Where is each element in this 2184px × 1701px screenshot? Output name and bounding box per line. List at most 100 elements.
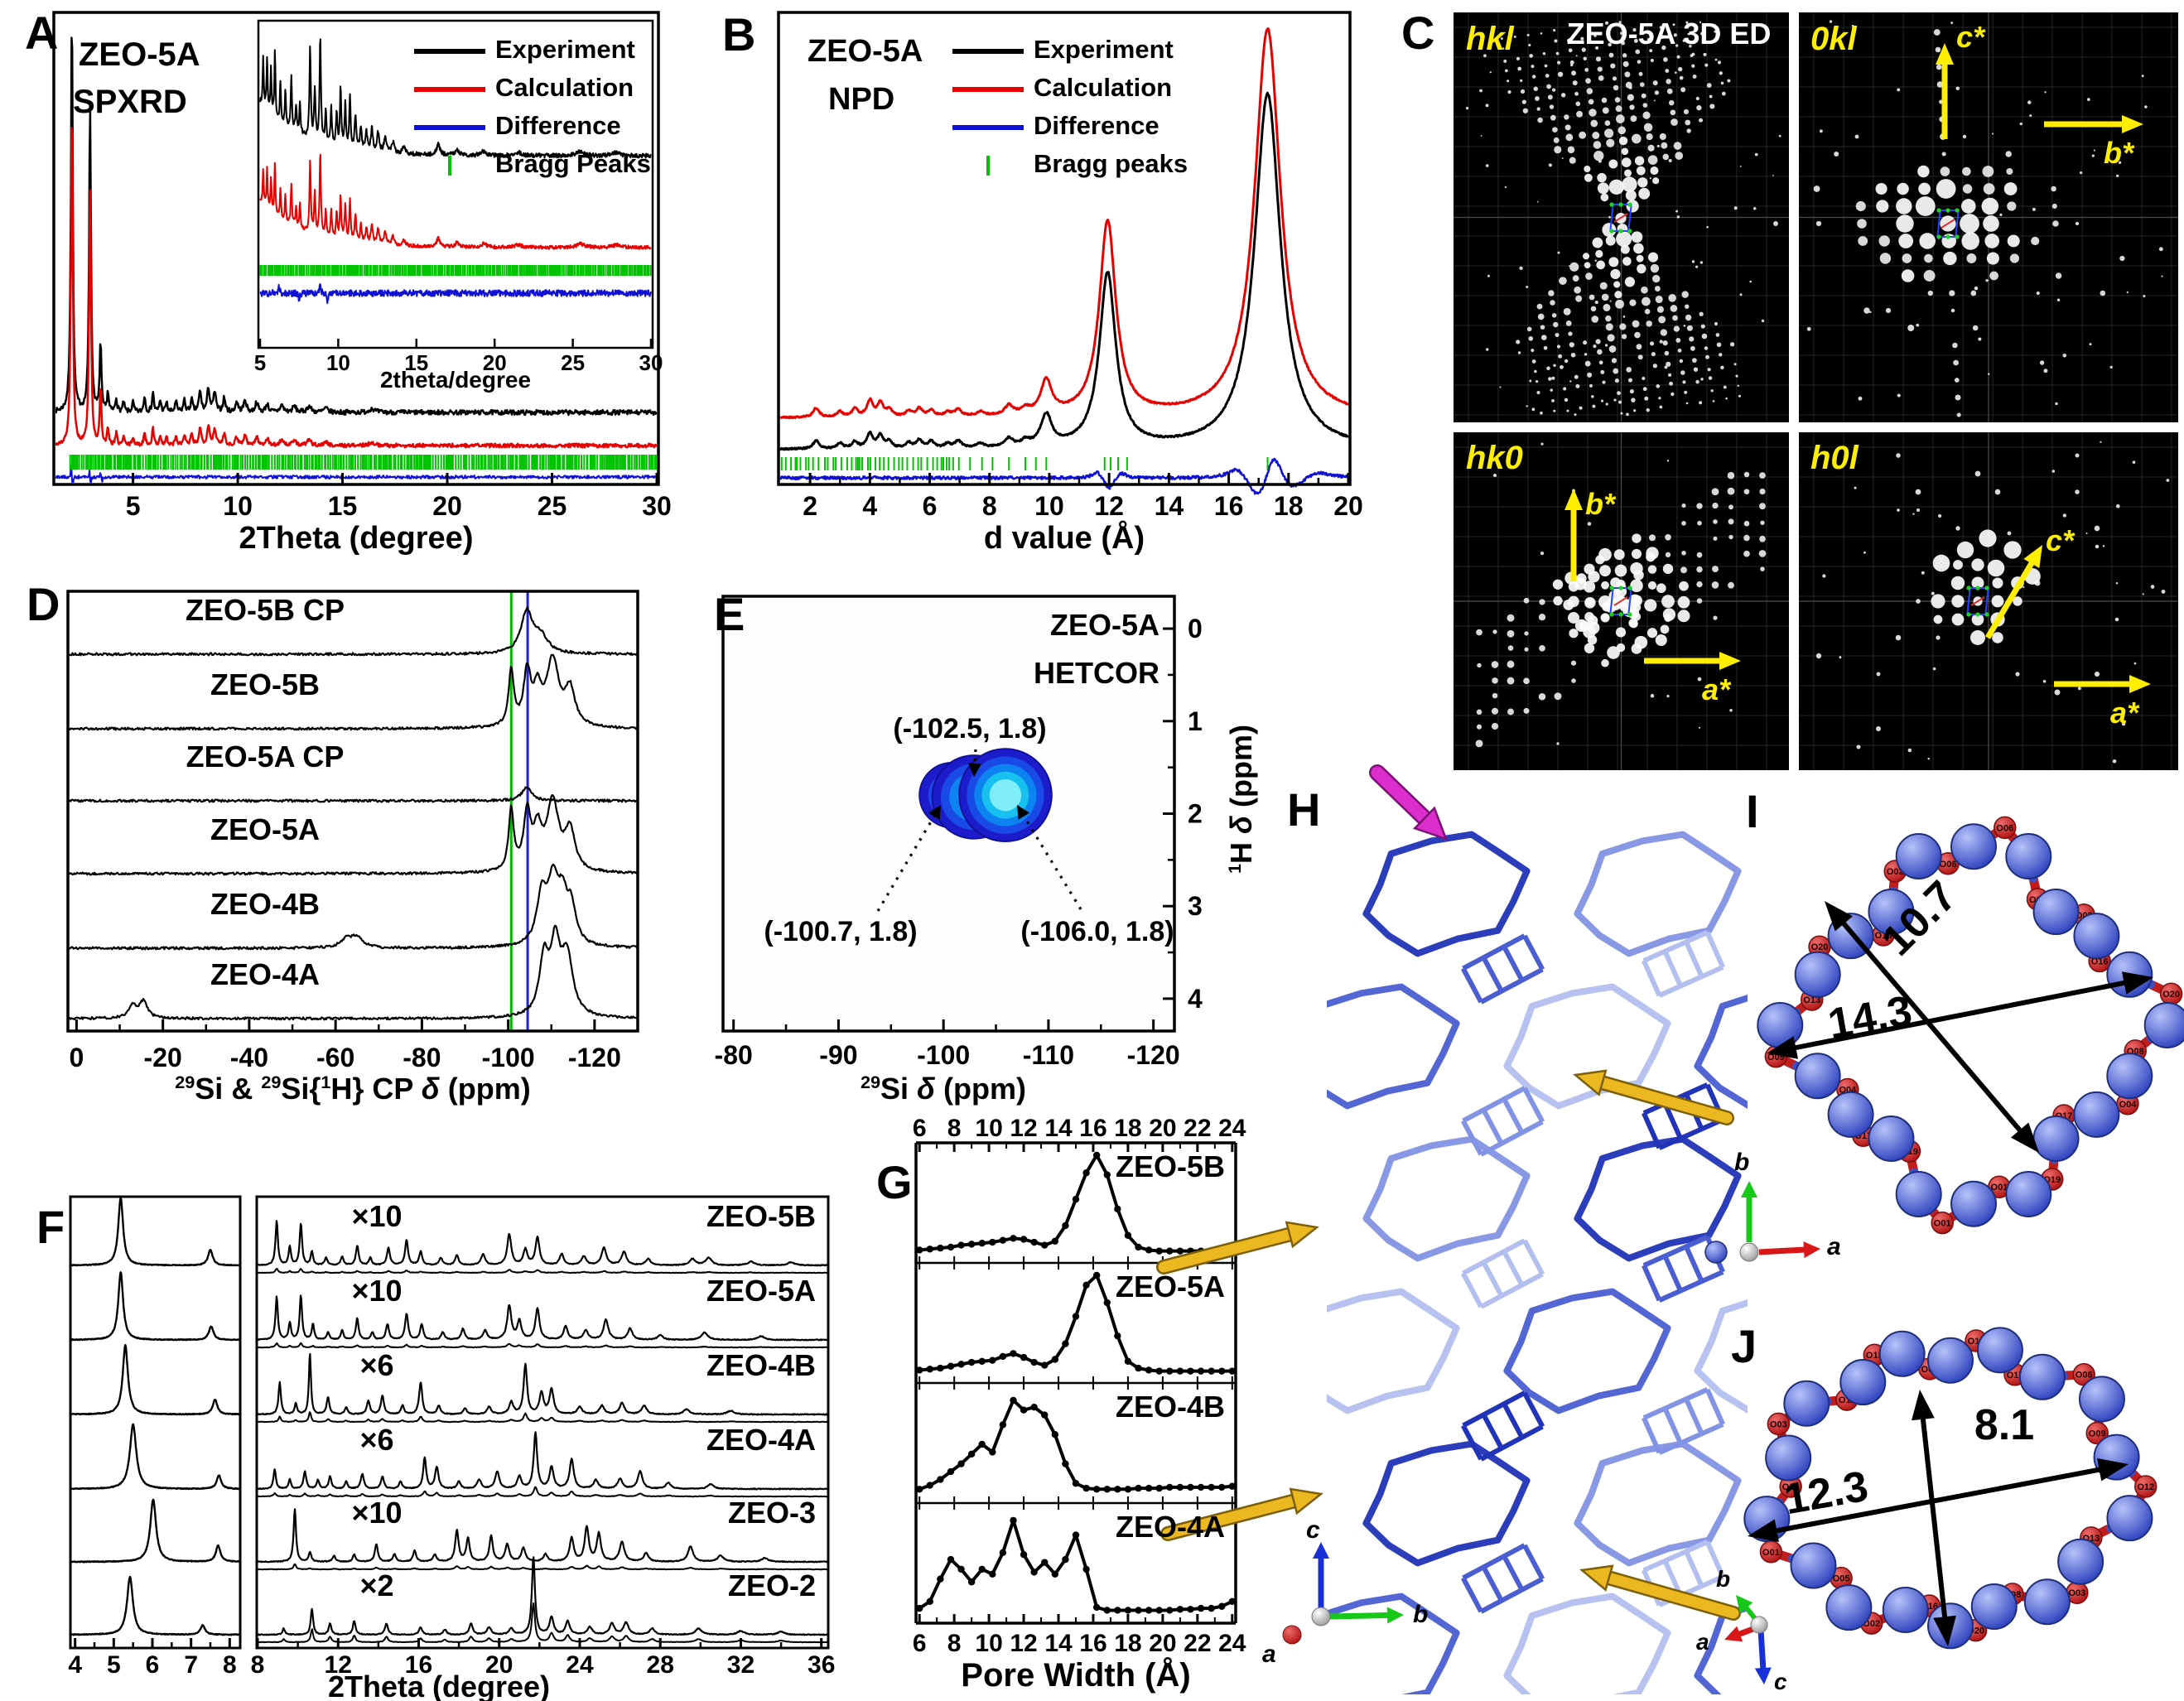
svg-text:-80: -80 [715,1040,753,1070]
name-zeo4a: ZEO-4A [706,1423,816,1457]
legend-b-bragg: Bragg peaks [1034,149,1188,178]
svg-text:25: 25 [561,350,585,375]
svg-text:36: 36 [808,1651,835,1679]
svg-text:22: 22 [1184,1115,1211,1142]
panel-e-sample-name: ZEO-5A [1049,608,1159,642]
svg-text:32: 32 [727,1651,755,1679]
legend-a-calculation: Calculation [495,73,634,102]
panel-a-letter: A [25,7,59,59]
trace-label-zeo4a: ZEO-4A [210,957,320,991]
svg-text:0: 0 [70,1043,84,1072]
svg-text:8: 8 [947,1630,962,1657]
mult-zeo2: ×2 [359,1568,394,1602]
svg-text:8: 8 [982,491,997,521]
axis-astar-h0l-label: a* [2110,696,2139,730]
panel-e-xaxis-title: 29Si δ (ppm) [861,1072,1026,1106]
svg-text:-20: -20 [144,1043,182,1072]
svg-text:O06: O06 [1996,823,2013,833]
svg-text:O06: O06 [2076,1371,2093,1381]
svg-text:24: 24 [566,1651,594,1679]
g-label-zeo4b: ZEO-4B [1115,1390,1225,1424]
svg-text:O20: O20 [2162,990,2180,1000]
panel-b-sample-name: ZEO-5A [808,34,923,69]
svg-text:O13: O13 [1803,995,1820,1005]
svg-text:2: 2 [803,491,817,521]
svg-text:O01: O01 [1762,1548,1780,1558]
panel-g-xaxis-title: Pore Width (Å) [961,1657,1191,1694]
svg-text:5: 5 [126,491,141,521]
svg-text:-40: -40 [230,1043,268,1072]
svg-text:15: 15 [328,491,358,521]
g-label-zeo5a: ZEO-5A [1115,1270,1225,1303]
svg-text:20: 20 [1149,1115,1176,1142]
panel-a-xaxis-title: 2Theta (degree) [239,521,474,556]
panel-e-yaxis-title: 1H δ (ppm) [1224,725,1258,874]
svg-text:12: 12 [1094,491,1124,521]
cross-peak-annotation-right: (-106.0, 1.8) [1020,916,1174,947]
svg-text:22: 22 [1184,1630,1211,1657]
legend-a-bragg: Bragg Peaks [495,149,651,178]
svg-text:O01: O01 [1991,1183,2008,1193]
svg-text:8: 8 [251,1651,265,1679]
svg-text:20: 20 [432,491,462,521]
svg-text:-100: -100 [917,1040,970,1070]
svg-text:18: 18 [1114,1630,1141,1657]
svg-text:-120: -120 [568,1043,621,1072]
mult-zeo5a: ×10 [351,1274,403,1308]
axis-a-label-h: a [1262,1641,1276,1668]
svg-text:O20: O20 [1811,942,1829,952]
svg-text:20: 20 [1149,1630,1176,1657]
svg-text:28: 28 [647,1651,674,1679]
axis-bstar-hk0-label: b* [1585,487,1615,521]
svg-text:30: 30 [642,491,672,521]
svg-text:10: 10 [1034,491,1064,521]
panel-j-letter: J [1731,1320,1757,1372]
svg-text:24: 24 [1218,1115,1246,1142]
svg-text:16: 16 [1214,491,1244,521]
panel-h-letter: H [1287,783,1321,836]
svg-text:-100: -100 [482,1043,535,1072]
svg-text:O03: O03 [1770,1419,1787,1429]
svg-text:20: 20 [1333,491,1363,521]
axis-b-label-i: b [1734,1149,1750,1176]
svg-text:12: 12 [325,1651,352,1679]
svg-text:6: 6 [146,1651,160,1679]
trace-label-zeo5acp: ZEO-5A CP [186,740,345,773]
svg-text:8: 8 [947,1115,962,1142]
name-zeo2: ZEO-2 [727,1568,816,1602]
mult-zeo4a: ×6 [359,1423,394,1457]
svg-text:-80: -80 [403,1043,441,1072]
svg-text:4: 4 [68,1651,82,1679]
axis-bstar-0kl-label: b* [2104,136,2133,170]
quadrant-hk0-label: hk0 [1466,440,1523,476]
svg-text:-120: -120 [1127,1040,1180,1070]
svg-text:O06: O06 [1940,860,1957,870]
quadrant-0kl-label: 0kl [1810,21,1857,57]
axis-a-label-j: a [1696,1629,1709,1655]
panel-e-letter: E [714,588,745,640]
svg-text:18: 18 [1114,1115,1141,1142]
svg-text:-90: -90 [819,1040,857,1070]
svg-text:30: 30 [639,350,663,375]
mult-zeo3: ×10 [351,1496,403,1530]
svg-text:4: 4 [1188,984,1203,1014]
svg-text:O09: O09 [2089,1429,2106,1439]
panel-f-letter: F [36,1201,65,1253]
svg-text:O12: O12 [2137,1482,2154,1492]
svg-text:16: 16 [1079,1630,1106,1657]
svg-text:14: 14 [1044,1115,1073,1142]
panel-b-letter: B [722,8,756,60]
svg-text:O05: O05 [1833,1574,1850,1584]
svg-text:15: 15 [404,350,428,375]
cross-peak-annotation-left: (-100.7, 1.8) [764,916,918,947]
legend-b-difference: Difference [1034,111,1159,140]
svg-text:6: 6 [923,491,938,521]
panel-d-letter: D [27,578,60,630]
quadrant-h0l-label: h0l [1810,440,1859,476]
axis-cstar-h0l-label: c* [2046,523,2075,557]
svg-text:5: 5 [107,1651,121,1679]
svg-text:5: 5 [254,350,266,375]
axis-b-label-j: b [1716,1566,1731,1592]
name-zeo5a: ZEO-5A [706,1274,816,1308]
